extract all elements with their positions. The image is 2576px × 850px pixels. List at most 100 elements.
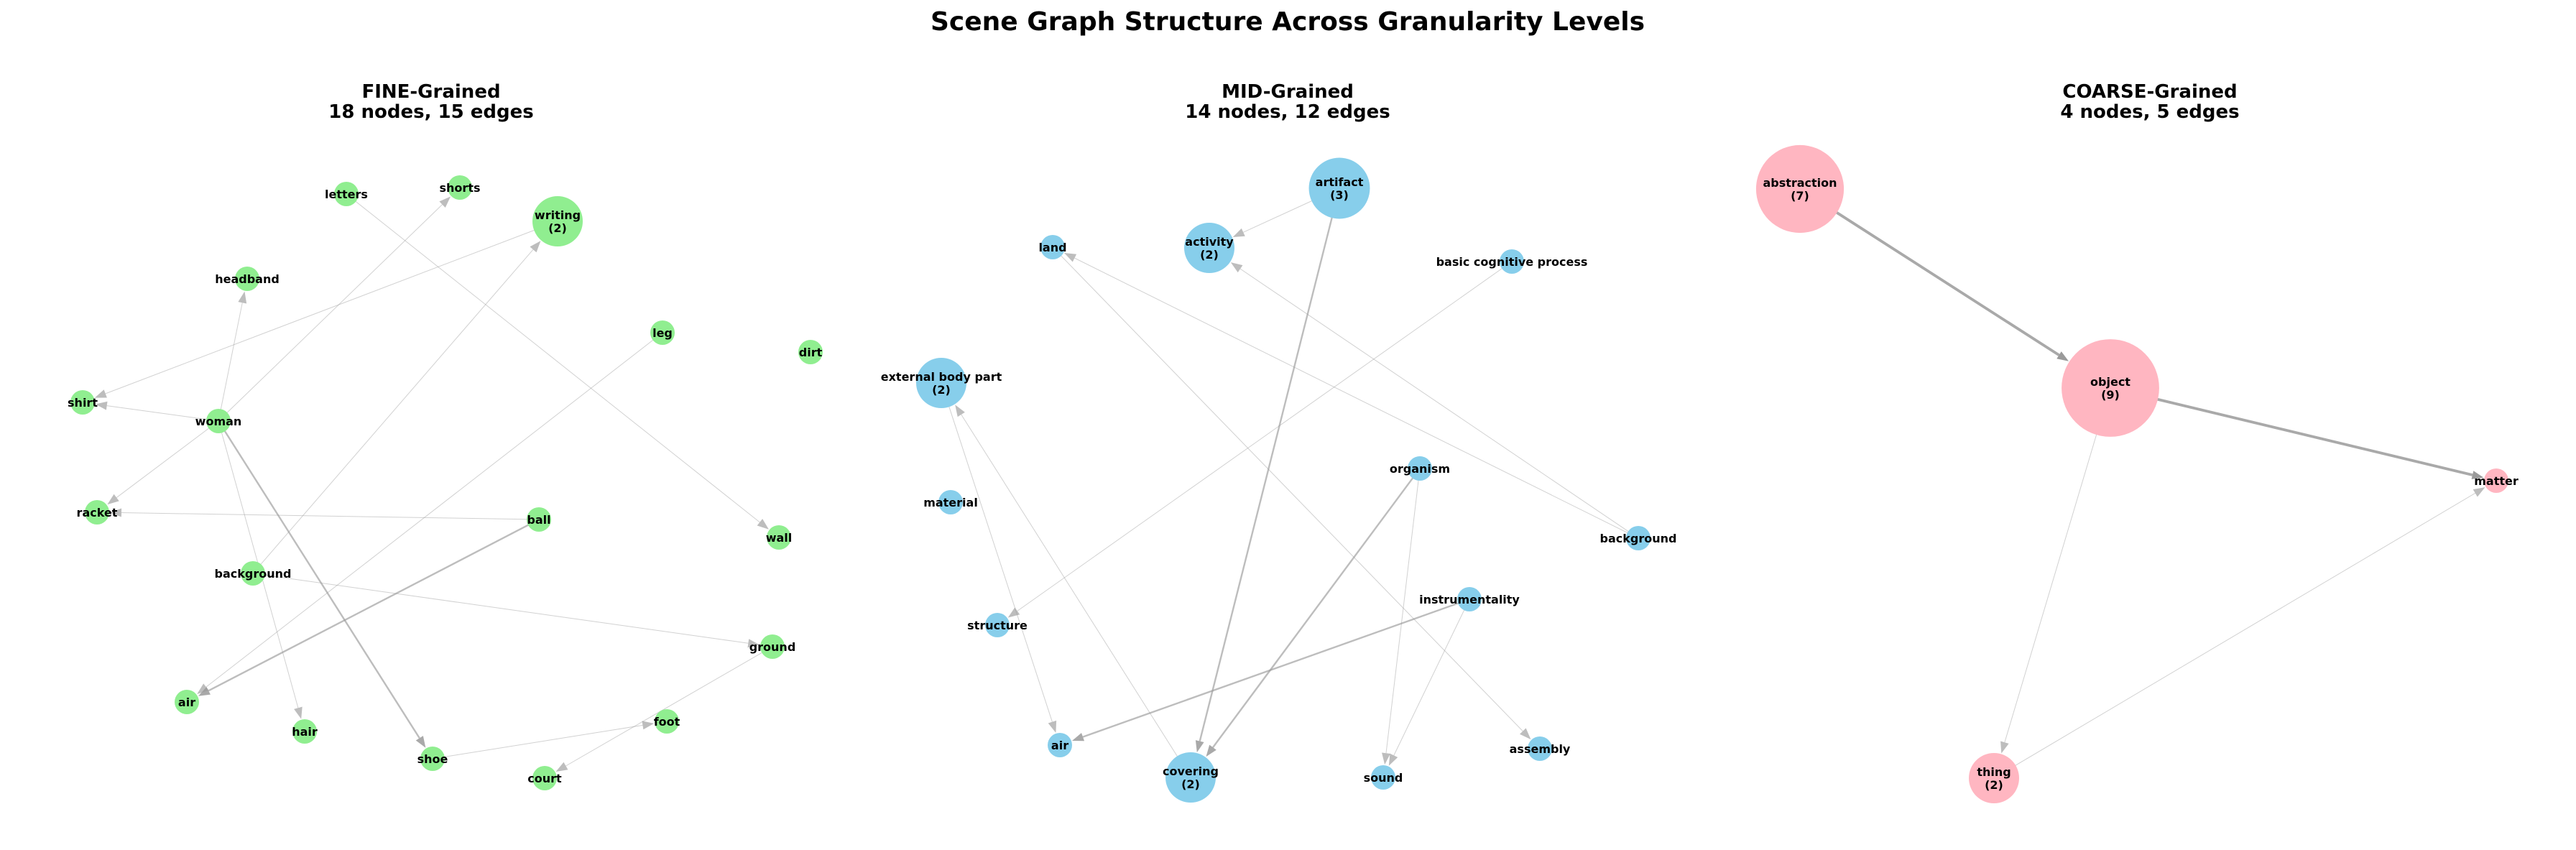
fine-node-ball: ball — [527, 507, 551, 532]
fine-edge-woman-to-shorts — [223, 196, 451, 417]
mid-edge-line — [1393, 605, 1467, 756]
coarse-edge-arrowhead — [2000, 741, 2009, 754]
fine-node-dirt-circle — [798, 340, 823, 364]
fine-node-court: court — [527, 766, 562, 790]
mid-node-activity-label: activity — [1185, 235, 1234, 249]
mid-node-sound-circle — [1371, 765, 1395, 790]
fine-edge-background-to-writing — [257, 241, 541, 568]
panel-coarse-subtitle: 4 nodes, 5 edges — [2060, 101, 2239, 123]
mid-node-artifact: artifact(3) — [1308, 157, 1370, 219]
fine-node-dirt: dirt — [798, 340, 823, 364]
mid-node-structure-circle — [985, 613, 1010, 637]
coarse-node-matter-circle — [2484, 468, 2508, 493]
mid-node-material: material — [923, 490, 978, 514]
fine-node-shorts-label: shorts — [440, 181, 481, 195]
mid-node-basic-cognitive-process-circle — [1500, 249, 1524, 274]
fine-node-air-label: air — [178, 696, 195, 709]
fine-node-shirt-label: shirt — [68, 396, 98, 410]
coarse-node-object-label: object — [2090, 375, 2130, 389]
fine-node-background: background — [215, 561, 291, 586]
mid-node-activity-circle — [1184, 223, 1234, 273]
fine-node-letters-circle — [334, 182, 359, 206]
mid-edge-line — [1239, 268, 1633, 535]
mid-node-land-circle — [1040, 235, 1065, 259]
mid-node-external-body-part-label: external body part — [881, 370, 1002, 384]
fine-nodes: letters shorts writing(2) headband leg dirt sh… — [68, 175, 823, 790]
fine-edge-arrowhead — [757, 519, 769, 530]
fine-edge-line — [351, 198, 760, 523]
coarse-node-object: object(9) — [2062, 339, 2159, 437]
mid-edge-arrowhead — [1064, 253, 1077, 262]
fine-node-ground-label: ground — [749, 640, 796, 654]
mid-node-covering-circle — [1165, 752, 1216, 803]
mid-node-basic-cognitive-process-label: basic cognitive process — [1436, 255, 1588, 269]
fine-edge-ground-to-court — [555, 650, 767, 772]
mid-node-background-label: background — [1600, 532, 1677, 545]
mid-node-covering: covering(2) — [1163, 752, 1219, 803]
mid-node-activity: activity(2) — [1184, 223, 1234, 273]
fine-edge-arrowhead — [415, 736, 426, 748]
fine-node-headband: headband — [215, 267, 280, 291]
panel-mid-subtitle: 14 nodes, 12 edges — [1185, 101, 1390, 123]
mid-edge-arrowhead — [1382, 752, 1390, 765]
fine-edge-woman-to-shirt — [95, 401, 211, 421]
fine-edge-arrowhead — [642, 721, 655, 730]
fine-edge-arrowhead — [198, 687, 211, 696]
fine-node-woman-label: woman — [195, 415, 242, 428]
mid-node-artifact-count: (3) — [1330, 188, 1349, 202]
fine-node-shoe: shoe — [417, 747, 448, 771]
mid-edge-arrowhead — [1388, 753, 1398, 766]
fine-node-headband-label: headband — [215, 272, 280, 286]
fine-node-ball-label: ball — [527, 513, 550, 527]
fine-node-ball-circle — [527, 507, 551, 532]
coarse-edge-abstraction-to-object — [1821, 202, 2069, 361]
mid-node-assembly-circle — [1528, 736, 1552, 761]
coarse-node-object-count: (9) — [2101, 388, 2120, 402]
mid-edge-instrumentality-to-sound — [1388, 605, 1467, 766]
mid-edge-background-to-activity — [1230, 262, 1633, 535]
coarse-edge-object-to-matter — [2138, 393, 2484, 479]
coarse-node-thing-label: thing — [1977, 765, 2011, 779]
coarse-edges — [1821, 202, 2485, 771]
fine-node-ground: ground — [749, 634, 796, 659]
fine-edge-writing-to-shirt — [94, 226, 544, 398]
mid-edge-line — [1074, 257, 1633, 535]
mid-node-external-body-part-circle — [916, 358, 966, 408]
fine-edge-woman-to-shoe — [221, 426, 426, 748]
fine-edge-arrowhead — [238, 291, 247, 304]
panel-mid-title: MID-Grained — [1222, 81, 1354, 103]
fine-node-writing-label: writing — [535, 208, 581, 222]
mid-node-external-body-part: external body part(2) — [881, 358, 1002, 408]
fine-edge-woman-to-headband — [219, 291, 247, 415]
fine-node-racket-circle — [85, 500, 109, 525]
fine-edge-line — [106, 405, 211, 421]
fine-edge-line — [208, 522, 533, 692]
fine-edge-arrowhead — [555, 762, 568, 772]
panel-coarse: COARSE-Grained 4 nodes, 5 edges abstract… — [1755, 81, 2519, 803]
fine-edge-letters-to-wall — [351, 198, 769, 530]
fine-edge-line — [116, 425, 213, 498]
coarse-node-matter: matter — [2474, 468, 2519, 493]
fine-edge-line — [565, 650, 767, 767]
mid-node-organism-circle — [1408, 456, 1432, 481]
mid-node-sound-label: sound — [1364, 771, 1403, 785]
mid-node-instrumentality-circle — [1457, 587, 1482, 611]
mid-node-activity-count: (2) — [1200, 248, 1219, 262]
mid-edge-line — [946, 397, 1053, 722]
fine-node-air-circle — [175, 690, 199, 714]
coarse-node-abstraction-circle — [1755, 144, 1845, 234]
mid-node-artifact-circle — [1308, 157, 1370, 219]
mid-edge-background-to-land — [1064, 253, 1633, 535]
mid-edge-instrumentality-to-air — [1071, 601, 1463, 742]
fine-edge-arrowhead — [94, 389, 107, 398]
mid-node-assembly-label: assembly — [1510, 742, 1571, 756]
coarse-edge-arrowhead — [2471, 471, 2484, 479]
fine-node-dirt-label: dirt — [799, 346, 823, 359]
fine-node-shirt: shirt — [68, 390, 98, 415]
mid-node-air: air — [1048, 733, 1072, 757]
coarse-node-thing-count: (2) — [1985, 778, 2003, 792]
fine-edge-line — [219, 302, 243, 415]
mid-edge-basic-cognitive-process-to-structure — [1007, 265, 1506, 618]
coarse-edge-line — [2138, 393, 2473, 476]
